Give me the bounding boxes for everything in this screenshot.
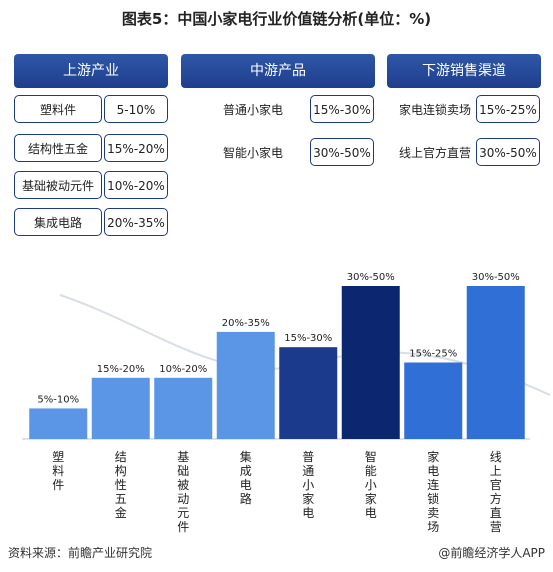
item-value-hardware: 15%-20% [104, 134, 168, 162]
bar-value-label-6: 30%-50% [347, 272, 395, 283]
chart-title: 图表5：中国小家电行业价值链分析(单位：%) [121, 10, 432, 28]
bar-7 [404, 362, 463, 439]
bar-5 [279, 347, 338, 439]
item-value-plastic: 5-10% [104, 95, 168, 123]
category-label-5: 普通小家电 [302, 450, 314, 520]
category-label-4: 集成电路 [240, 449, 252, 506]
bar-value-label-8: 30%-50% [472, 272, 520, 283]
bar-6 [341, 286, 400, 439]
item-name-passive: 基础被动元件 [14, 171, 102, 199]
item-name-online-direct: 线上官方直营 [394, 138, 476, 166]
item-name-chain-store: 家电连锁卖场 [394, 95, 476, 123]
item-value-chain-store: 15%-25% [476, 95, 540, 123]
item-value-online-direct: 30%-50% [476, 138, 540, 166]
bar-value-label-3: 10%-20% [159, 364, 207, 375]
bar-value-label-1: 5%-10% [37, 394, 79, 405]
bar-value-label-5: 15%-30% [284, 333, 332, 344]
category-label-7: 家电连锁卖场 [427, 449, 439, 534]
bar-8 [466, 286, 525, 439]
category-label-1: 塑料件 [52, 449, 64, 492]
category-label-6: 智能小家电 [365, 449, 377, 520]
bar-1 [29, 408, 88, 439]
item-value-smart: 30%-50% [310, 138, 374, 166]
bar-2 [91, 377, 150, 439]
header-downstream: 下游销售渠道 [387, 54, 541, 88]
bar-3 [154, 377, 213, 439]
header-midstream: 中游产品 [181, 54, 375, 88]
category-label-8: 线上官方直营 [490, 450, 502, 534]
item-name-hardware: 结构性五金 [14, 134, 102, 162]
bar-value-label-4: 20%-35% [222, 318, 270, 329]
bar-4 [216, 331, 275, 439]
item-value-ic: 20%-35% [104, 208, 168, 236]
category-label-3: 基础被动元件 [177, 450, 189, 534]
header-upstream: 上游产业 [14, 54, 168, 88]
item-name-plastic: 塑料件 [14, 95, 102, 123]
item-name-ic: 集成电路 [14, 208, 102, 236]
bar-value-label-7: 15%-25% [409, 349, 457, 360]
item-name-ordinary: 普通小家电 [203, 95, 303, 123]
item-value-passive: 10%-20% [104, 171, 168, 199]
item-value-ordinary: 15%-30% [310, 95, 374, 123]
source-note: 资料来源：前瞻产业研究院 [8, 546, 153, 560]
bar-value-label-2: 15%-20% [97, 364, 145, 375]
bar-chart: 5%-10% 塑料件 15%-20% 结构性五金 10%-20% 基础被动元件 20%-35… [22, 272, 551, 534]
category-label-2: 结构性五金 [115, 450, 127, 520]
brand-note: @前瞻经济学人APP [438, 546, 545, 560]
item-name-smart: 智能小家电 [203, 138, 303, 166]
